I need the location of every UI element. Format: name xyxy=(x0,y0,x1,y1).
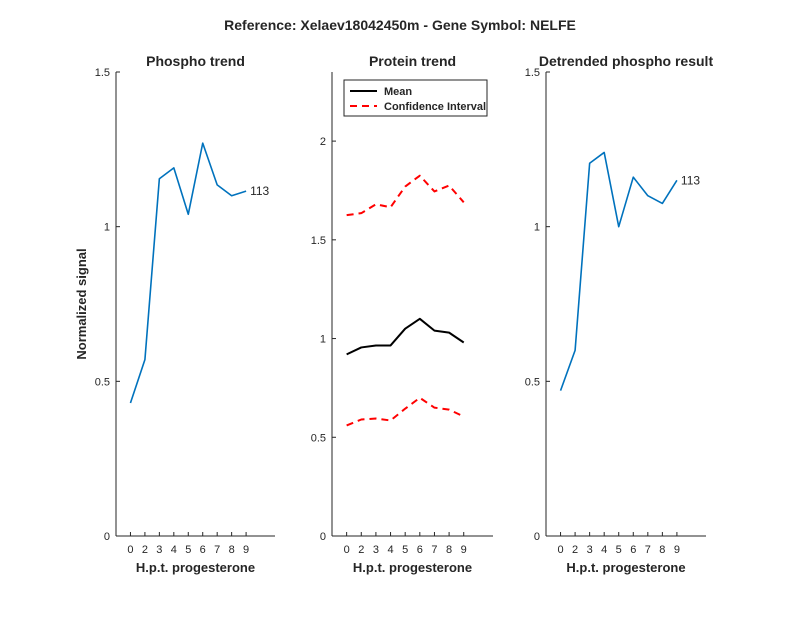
x-tick-label: 0 xyxy=(127,544,133,556)
x-tick-label: 4 xyxy=(171,544,177,556)
x-tick-label: 9 xyxy=(461,544,467,556)
x-tick-label: 3 xyxy=(156,544,162,556)
y-tick-label: 2 xyxy=(320,136,326,148)
x-tick-label: 4 xyxy=(601,544,607,556)
y-tick-label: 1 xyxy=(320,334,326,346)
y-tick-label: 0 xyxy=(104,531,110,543)
legend-box xyxy=(343,79,488,117)
y-tick-label: 0.5 xyxy=(525,376,540,388)
series-end-label: 113 xyxy=(250,184,269,198)
x-tick-label: 2 xyxy=(142,544,148,556)
x-tick-label: 8 xyxy=(229,544,235,556)
y-tick-label: 1 xyxy=(104,222,110,234)
x-tick-label: 9 xyxy=(243,544,249,556)
series-end-label: 113 xyxy=(681,173,700,187)
series-line-1 xyxy=(346,317,465,356)
x-tick-label: 7 xyxy=(431,544,437,556)
panel-title: Detrended phospho result xyxy=(539,53,714,69)
x-tick-label: 3 xyxy=(373,544,379,556)
x-tick-label: 9 xyxy=(674,544,680,556)
x-axis-label: H.p.t. progesterone xyxy=(353,560,472,575)
x-tick-label: 5 xyxy=(616,544,622,556)
x-tick-label: 4 xyxy=(387,544,393,556)
series-line-3 xyxy=(346,396,465,427)
x-tick-label: 8 xyxy=(446,544,452,556)
legend-entry: Mean xyxy=(384,86,412,98)
x-tick-label: 7 xyxy=(645,544,651,556)
x-tick-label: 5 xyxy=(185,544,191,556)
figure-title: Reference: Xelaev18042450m - Gene Symbol… xyxy=(224,17,576,33)
y-tick-label: 0.5 xyxy=(95,376,110,388)
y-tick-label: 1 xyxy=(534,222,540,234)
y-tick-label: 1.5 xyxy=(311,235,326,247)
y-tick-label: 1.5 xyxy=(525,67,540,79)
x-tick-label: 7 xyxy=(214,544,220,556)
x-tick-label: 2 xyxy=(572,544,578,556)
y-tick-label: 0 xyxy=(534,531,540,543)
x-tick-label: 6 xyxy=(200,544,206,556)
legend-entry: Confidence Interval xyxy=(384,101,486,113)
series-line-2 xyxy=(346,174,465,217)
y-axis-label: Normalized signal xyxy=(74,248,89,359)
series-line-1 xyxy=(559,151,678,391)
y-tick-label: 0.5 xyxy=(311,432,326,444)
y-tick-label: 0 xyxy=(320,531,326,543)
x-tick-label: 6 xyxy=(417,544,423,556)
panel-title: Phospho trend xyxy=(146,53,245,69)
x-tick-label: 5 xyxy=(402,544,408,556)
x-tick-label: 0 xyxy=(344,544,350,556)
x-tick-label: 0 xyxy=(557,544,563,556)
x-axis-label: H.p.t. progesterone xyxy=(566,560,685,575)
x-tick-label: 6 xyxy=(630,544,636,556)
panel-title: Protein trend xyxy=(369,53,456,69)
x-tick-label: 8 xyxy=(659,544,665,556)
x-tick-label: 3 xyxy=(587,544,593,556)
x-tick-label: 2 xyxy=(358,544,364,556)
series-line-1 xyxy=(129,142,247,404)
y-tick-label: 1.5 xyxy=(95,67,110,79)
x-axis-label: H.p.t. progesterone xyxy=(136,560,255,575)
